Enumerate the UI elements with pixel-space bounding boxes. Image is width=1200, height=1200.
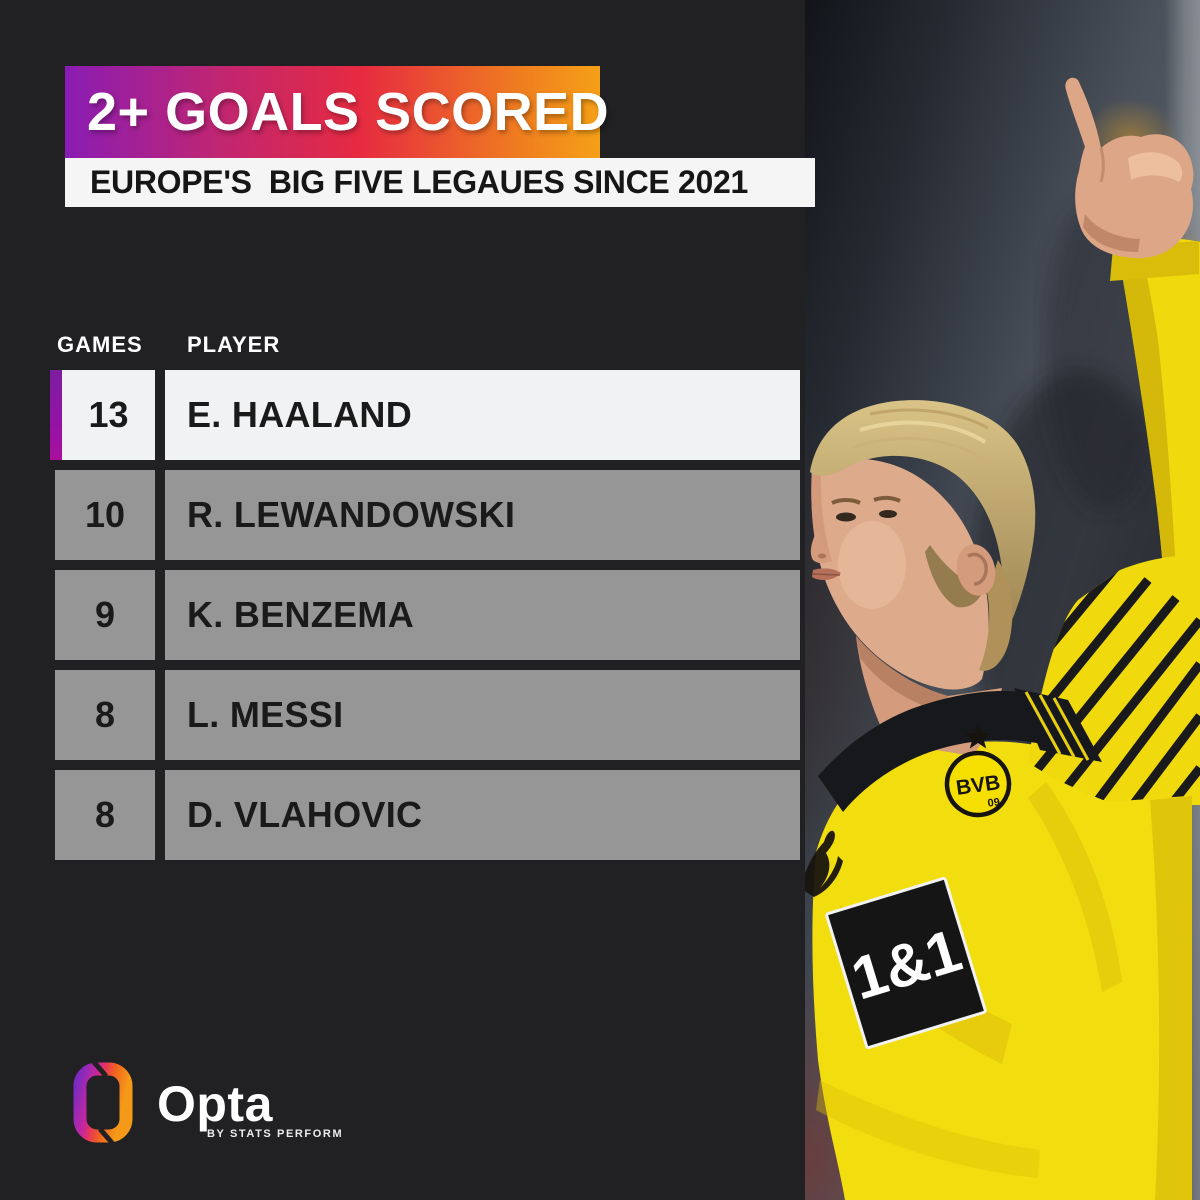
table-row-lewandowski: 10 R. LEWANDOWSKI bbox=[55, 470, 800, 560]
table-row-vlahovic: 8 D. VLAHOVIC bbox=[55, 770, 800, 860]
ear bbox=[956, 544, 996, 596]
highlight-bar bbox=[50, 370, 62, 460]
collar bbox=[818, 688, 1102, 812]
page-title: 2+ GOALS SCORED bbox=[87, 82, 610, 142]
column-header-player: PLAYER bbox=[187, 332, 281, 357]
games-cell: 8 bbox=[55, 770, 155, 860]
head bbox=[810, 400, 1036, 690]
ponytail bbox=[979, 560, 1013, 671]
table-column-headers: GAMES PLAYER bbox=[55, 332, 800, 358]
games-cell: 9 bbox=[55, 570, 155, 660]
games-cell: 8 bbox=[55, 670, 155, 760]
player-cell: E. HAALAND bbox=[165, 370, 800, 460]
table-row-benzema: 9 K. BENZEMA bbox=[55, 570, 800, 660]
table-row-haaland: 13 E. HAALAND bbox=[50, 370, 800, 460]
opta-wordmark: Opta bbox=[157, 1076, 273, 1132]
jersey-sponsor-patch: 1&1 bbox=[825, 876, 987, 1050]
bvb-crest-year: 09 bbox=[987, 796, 1001, 810]
eye bbox=[879, 510, 897, 518]
pointing-hand bbox=[1065, 77, 1194, 259]
table-row-messi: 8 L. MESSI bbox=[55, 670, 800, 760]
player-cell: K. BENZEMA bbox=[165, 570, 800, 660]
haaland-figure-illustration: BVB 09 1&1 bbox=[805, 77, 1200, 1200]
opta-sub-brand: BY STATS PERFORM bbox=[207, 1128, 344, 1140]
title-banner: 2+ GOALS SCORED bbox=[65, 66, 609, 158]
column-header-games: GAMES bbox=[57, 332, 143, 357]
eye bbox=[836, 512, 856, 522]
champion-star-icon bbox=[965, 724, 991, 749]
games-cell: 10 bbox=[55, 470, 155, 560]
opta-logo-icon bbox=[73, 1062, 133, 1143]
player-cell: L. MESSI bbox=[165, 670, 800, 760]
ranking-table: 13 E. HAALAND 10 R. LEWANDOWSKI 9 K. BEN… bbox=[50, 370, 800, 870]
hair bbox=[810, 400, 1036, 647]
player-cell: D. VLAHOVIC bbox=[165, 770, 800, 860]
player-cell: R. LEWANDOWSKI bbox=[165, 470, 800, 560]
subtitle-banner: EUROPE'S BIG FIVE LEGAUES SINCE 2021 bbox=[65, 158, 815, 207]
puma-logo-icon bbox=[805, 830, 843, 897]
nose bbox=[810, 532, 831, 564]
haaland-photo: BVB 09 1&1 bbox=[805, 0, 1200, 1200]
bvb-crest: BVB 09 bbox=[944, 750, 1012, 818]
page-subtitle: EUROPE'S BIG FIVE LEGAUES SINCE 2021 bbox=[90, 164, 749, 200]
games-cell: 13 bbox=[62, 370, 155, 460]
